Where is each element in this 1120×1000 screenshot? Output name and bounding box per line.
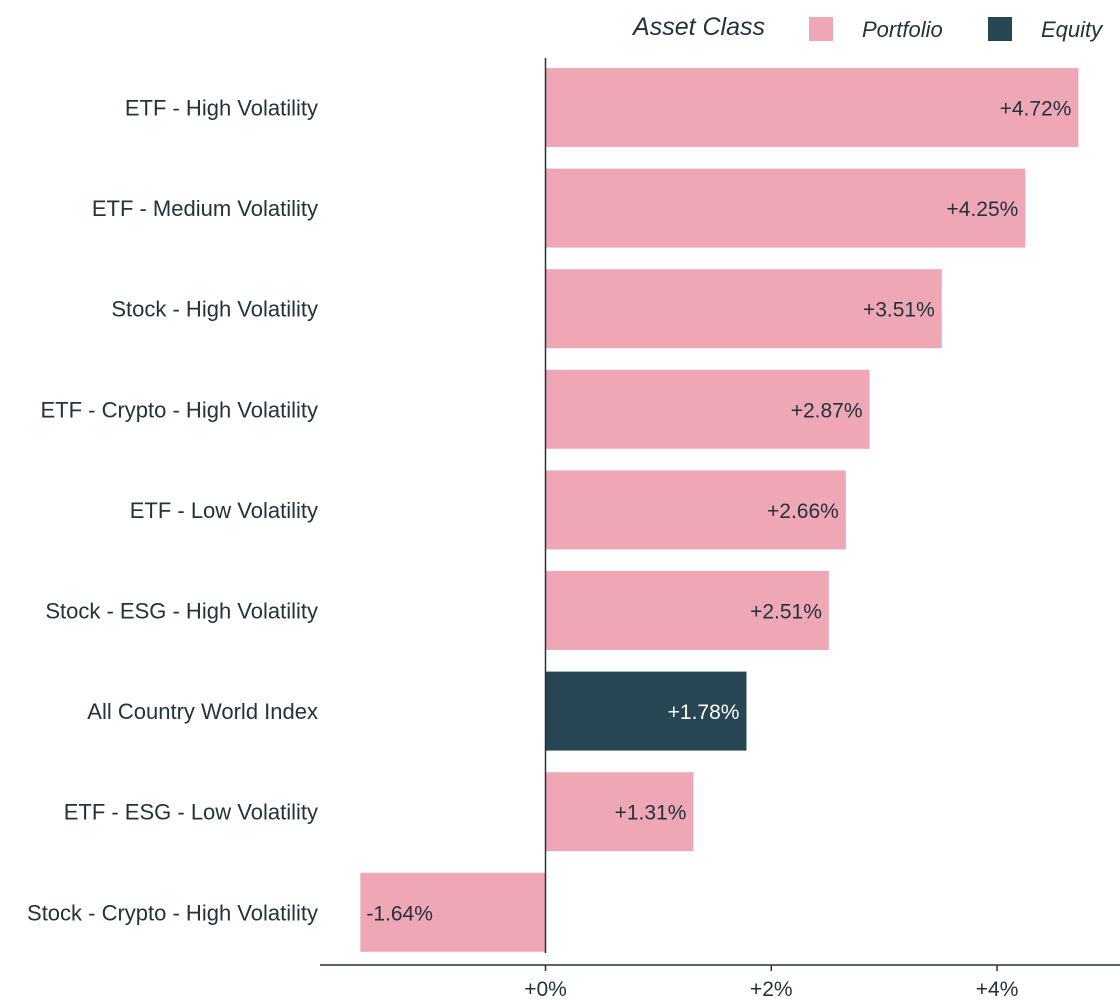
bar-stock-high-volatility: [545, 269, 942, 349]
legend-swatch-equity: [988, 17, 1012, 41]
bar-etf-esg-low-volatility: [545, 772, 694, 852]
category-label-etf-low-volatility: ETF - Low Volatility: [130, 498, 318, 523]
value-label-stock-high-volatility: +3.51%: [863, 299, 935, 322]
x-axis-ticks: +0% +2% +4%: [524, 965, 1018, 1000]
bar-etf-high-volatility: [545, 68, 1079, 147]
bar-stock-crypto-high-volatility: [360, 872, 546, 952]
value-label-etf-low-volatility: +2.66%: [767, 500, 839, 523]
bar-etf-medium-volatility: [545, 168, 1026, 248]
category-label-stock-crypto-high-volatility: Stock - Crypto - High Volatility: [27, 900, 318, 925]
value-label-etf-crypto-high-volatility: +2.87%: [791, 399, 863, 422]
legend-label-portfolio: Portfolio: [862, 17, 943, 42]
category-label-all-country-world-index: All Country World Index: [87, 699, 318, 724]
legend-swatch-portfolio: [809, 17, 833, 41]
value-label-etf-medium-volatility: +4.25%: [947, 198, 1019, 221]
category-label-etf-high-volatility: ETF - High Volatility: [125, 96, 318, 121]
category-labels: ETF - High Volatility ETF - Medium Volati…: [27, 96, 318, 926]
value-label-stock-crypto-high-volatility: -1.64%: [366, 902, 433, 925]
x-tick-label-0: +0%: [524, 978, 567, 1000]
category-label-stock-high-volatility: Stock - High Volatility: [111, 297, 318, 322]
x-tick-label-1: +2%: [750, 978, 793, 1000]
value-label-stock-esg-high-volatility: +2.51%: [750, 601, 822, 624]
value-labels: +4.72% +4.25% +3.51% +2.87% +2.66% +2.51% +1.7…: [366, 98, 1071, 926]
value-label-etf-high-volatility: +4.72%: [1000, 98, 1072, 121]
category-label-etf-crypto-high-volatility: ETF - Crypto - High Volatility: [40, 397, 318, 422]
bar-etf-low-volatility: [545, 470, 846, 550]
value-label-all-country-world-index: +1.78%: [668, 701, 740, 724]
bars-group: [360, 68, 1079, 952]
category-label-etf-esg-low-volatility: ETF - ESG - Low Volatility: [64, 800, 318, 825]
category-label-stock-esg-high-volatility: Stock - ESG - High Volatility: [45, 599, 318, 624]
legend-label-equity: Equity: [1041, 17, 1104, 42]
bar-all-country-world-index: [545, 671, 747, 751]
x-tick-label-2: +4%: [976, 978, 1019, 1000]
legend-title: Asset Class: [631, 13, 765, 41]
value-label-etf-esg-low-volatility: +1.31%: [615, 802, 687, 825]
bar-etf-crypto-high-volatility: [545, 369, 870, 449]
legend: Asset Class Portfolio Equity: [631, 13, 1104, 42]
category-label-etf-medium-volatility: ETF - Medium Volatility: [92, 196, 318, 221]
bar-stock-esg-high-volatility: [545, 571, 829, 650]
